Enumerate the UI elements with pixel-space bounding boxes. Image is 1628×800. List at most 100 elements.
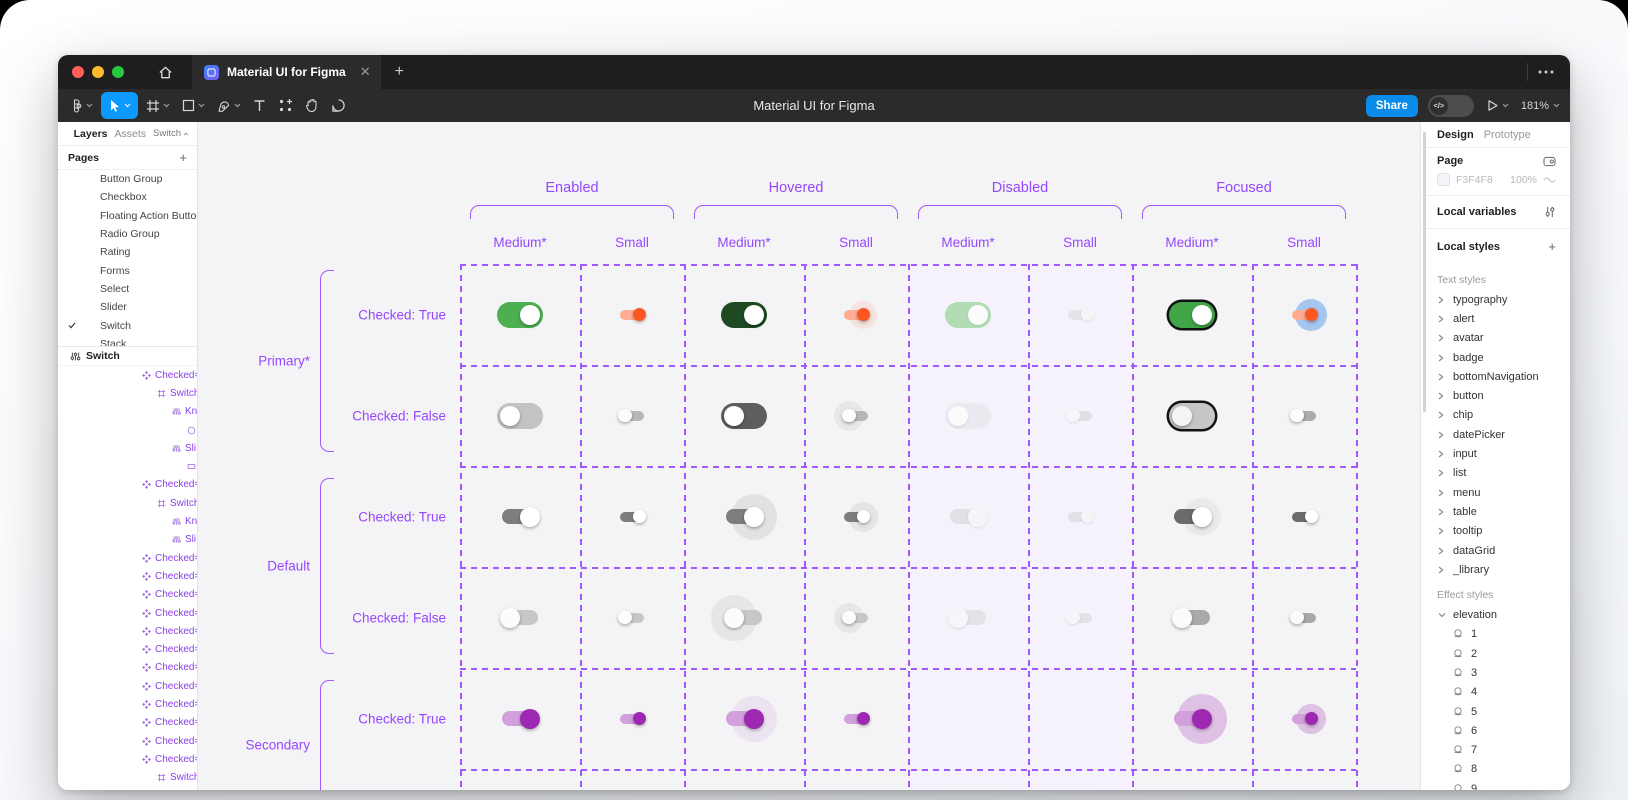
layer-item[interactable]: Kn...	[58, 403, 197, 421]
switch-classic-off[interactable]	[948, 607, 986, 628]
sidebar-page-item[interactable]: Forms	[58, 261, 197, 279]
hand-tool-button[interactable]	[299, 89, 325, 122]
file-tab[interactable]: Material UI for Figma ✕	[192, 55, 381, 89]
layer-item[interactable]: Checked=T...	[58, 476, 197, 494]
switch-classic-on[interactable]	[726, 695, 777, 742]
switch-classic-off[interactable]	[500, 607, 538, 628]
switch-classic-on[interactable]	[1174, 693, 1227, 744]
zoom-window-button[interactable]	[112, 66, 124, 78]
switch-classic-on[interactable]	[844, 300, 878, 329]
size-column-label[interactable]: Small	[1287, 235, 1321, 250]
layer-item[interactable]: Checked=F...	[58, 714, 197, 732]
layer-item[interactable]: Checked=T...	[58, 549, 197, 567]
text-style-item[interactable]: typography	[1421, 290, 1570, 309]
switch-classic-off[interactable]	[711, 594, 762, 641]
layer-item[interactable]: Checked=T...	[58, 366, 197, 384]
sidebar-page-item[interactable]: Stack	[58, 335, 197, 346]
switch-classic-off[interactable]	[1066, 610, 1092, 625]
sidebar-page-item[interactable]: Checkbox	[58, 188, 197, 206]
file-title[interactable]: Material UI for Figma	[753, 98, 875, 113]
row-group-label[interactable]: Default	[267, 558, 310, 574]
move-tool-button[interactable]	[101, 92, 138, 119]
switch-classic-on[interactable]	[620, 711, 646, 726]
switch-classic-off[interactable]	[1290, 610, 1316, 625]
panel-scrollbar[interactable]	[1423, 132, 1426, 412]
variables-icon[interactable]	[1544, 206, 1556, 218]
page-color-value[interactable]: F3F4F8	[1456, 173, 1493, 186]
switch-pill-on[interactable]	[721, 301, 767, 328]
sidebar-page-item[interactable]: Rating	[58, 243, 197, 261]
layer-item[interactable]: Checked=T...	[58, 622, 197, 640]
size-column-label[interactable]: Medium*	[1165, 235, 1219, 250]
elevation-item[interactable]: 3	[1421, 663, 1570, 682]
text-style-item[interactable]: menu	[1421, 483, 1570, 502]
layer-item[interactable]: Switch	[58, 384, 197, 402]
switch-classic-on[interactable]	[844, 501, 879, 532]
layer-item[interactable]: Checked=F...	[58, 732, 197, 750]
sidebar-page-item[interactable]: Button Group	[58, 170, 197, 188]
layer-item[interactable]: Checked=T...	[58, 567, 197, 585]
switch-classic-on[interactable]	[1292, 298, 1328, 331]
tab-design[interactable]: Design	[1437, 128, 1474, 141]
pen-tool-button[interactable]	[211, 89, 247, 122]
text-style-item[interactable]: chip	[1421, 406, 1570, 425]
row-label[interactable]: Checked: True	[358, 509, 446, 524]
close-tab-icon[interactable]: ✕	[359, 64, 371, 79]
elevation-item[interactable]: 5	[1421, 702, 1570, 721]
text-tool-button[interactable]	[247, 89, 272, 122]
switch-classic-on[interactable]	[1068, 509, 1094, 524]
row-label[interactable]: Checked: False	[352, 610, 446, 625]
present-button[interactable]	[1484, 89, 1511, 122]
layer-item[interactable]: Sli...	[58, 439, 197, 457]
elevation-item[interactable]: 1	[1421, 625, 1570, 644]
row-group-label[interactable]: Primary*	[258, 353, 310, 369]
text-style-item[interactable]: bottomNavigation	[1421, 367, 1570, 386]
sidebar-page-item[interactable]: Switch	[58, 316, 197, 334]
switch-classic-on[interactable]	[620, 307, 646, 322]
page-grid-icon[interactable]	[1543, 156, 1556, 167]
text-style-item[interactable]: button	[1421, 386, 1570, 405]
switch-pill-off[interactable]	[945, 402, 991, 429]
layer-item[interactable]: Checked=F...	[58, 659, 197, 677]
text-style-item[interactable]: list	[1421, 464, 1570, 483]
elevation-item[interactable]: 2	[1421, 644, 1570, 663]
state-group-label[interactable]: Enabled	[545, 180, 599, 196]
switch-classic-on[interactable]	[620, 509, 646, 524]
layer-item[interactable]: Checked=F...	[58, 677, 197, 695]
size-column-label[interactable]: Medium*	[493, 235, 547, 250]
switch-classic-off[interactable]	[1172, 607, 1210, 628]
layer-item[interactable]: Switch	[58, 494, 197, 512]
size-column-label[interactable]: Medium*	[941, 235, 995, 250]
switch-classic-on[interactable]	[1068, 307, 1094, 322]
layer-item[interactable]: Checked=F...	[58, 750, 197, 768]
switch-classic-on[interactable]	[726, 493, 777, 540]
sidebar-page-item[interactable]: Floating Action Button	[58, 207, 197, 225]
visibility-icon[interactable]	[1543, 176, 1556, 184]
layer-item[interactable]: Checked=T...	[58, 640, 197, 658]
page-dropdown[interactable]: Switch	[153, 128, 189, 139]
sidebar-page-item[interactable]: Slider	[58, 298, 197, 316]
add-style-button[interactable]: +	[1548, 239, 1556, 254]
layer-item[interactable]: Checked=T...	[58, 604, 197, 622]
size-column-label[interactable]: Medium*	[717, 235, 771, 250]
page-opacity-value[interactable]: 100%	[1510, 173, 1537, 186]
switch-pill-on[interactable]	[497, 301, 543, 328]
layer-item[interactable]	[58, 421, 197, 439]
layer-item[interactable]: Sli...	[58, 531, 197, 549]
elevation-item[interactable]: 7	[1421, 741, 1570, 760]
frame-tool-button[interactable]	[140, 89, 176, 122]
sidebar-page-item[interactable]: Radio Group	[58, 225, 197, 243]
main-menu-button[interactable]	[64, 89, 99, 122]
tab-layers[interactable]: Layers	[73, 127, 108, 140]
home-icon[interactable]	[150, 60, 180, 84]
text-style-item[interactable]: input	[1421, 444, 1570, 463]
component-set-header[interactable]: Switch	[58, 347, 197, 366]
switch-classic-on[interactable]	[502, 506, 540, 527]
style-group-elevation[interactable]: elevation	[1421, 605, 1570, 624]
text-style-item[interactable]: _library	[1421, 560, 1570, 579]
switch-classic-on[interactable]	[1174, 497, 1221, 536]
close-window-button[interactable]	[72, 66, 84, 78]
share-button[interactable]: Share	[1365, 94, 1418, 117]
tab-assets[interactable]: Assets	[114, 127, 147, 140]
text-style-item[interactable]: table	[1421, 502, 1570, 521]
